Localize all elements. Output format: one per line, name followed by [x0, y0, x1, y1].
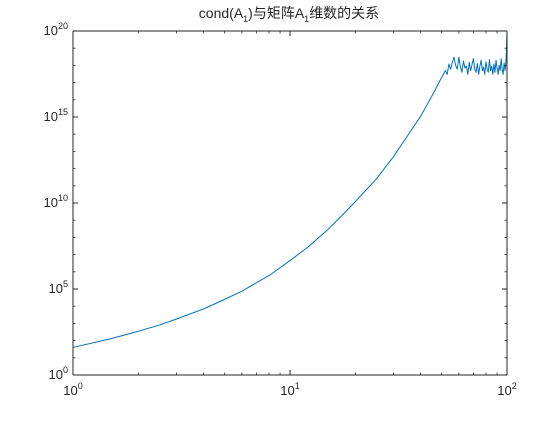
x-tick-base: 10	[497, 383, 511, 398]
title-suffix: 维数的关系	[309, 5, 379, 21]
y-tick-base: 10	[44, 195, 58, 210]
y-tick-base: 10	[44, 109, 58, 124]
y-tick-exponent: 0	[63, 365, 68, 375]
x-tick-exponent: 2	[512, 381, 517, 391]
title-prefix: cond(A	[199, 5, 244, 21]
y-tick-base: 10	[44, 23, 58, 38]
x-tick-base: 10	[63, 383, 77, 398]
y-tick-base: 10	[49, 281, 63, 296]
x-tick-label: 102	[497, 381, 516, 398]
y-tick-exponent: 10	[58, 193, 68, 203]
y-tick-label: 1015	[44, 107, 68, 124]
y-tick-exponent: 20	[58, 21, 68, 31]
axes	[72, 30, 508, 376]
y-tick-label: 105	[49, 279, 68, 296]
x-tick-exponent: 0	[78, 381, 83, 391]
y-tick-exponent: 15	[58, 107, 68, 117]
chart-title: cond(A1)与矩阵A1维数的关系	[199, 5, 379, 24]
series-line-1	[72, 32, 508, 348]
y-tick-label: 1010	[44, 193, 68, 210]
x-tick-exponent: 1	[295, 381, 300, 391]
y-tick-base: 10	[49, 367, 63, 382]
y-tick-label: 100	[49, 365, 68, 382]
title-subscript-2: 1	[304, 14, 309, 24]
x-tick-label: 100	[63, 381, 82, 398]
title-middle: )与矩阵A	[248, 5, 305, 21]
title-subscript-1: 1	[243, 14, 248, 24]
plot-area	[72, 31, 508, 375]
x-tick-base: 10	[280, 383, 294, 398]
y-tick-label: 1020	[44, 21, 68, 38]
x-tick-label: 101	[280, 381, 299, 398]
plot-background	[73, 31, 507, 375]
y-tick-exponent: 5	[63, 279, 68, 289]
